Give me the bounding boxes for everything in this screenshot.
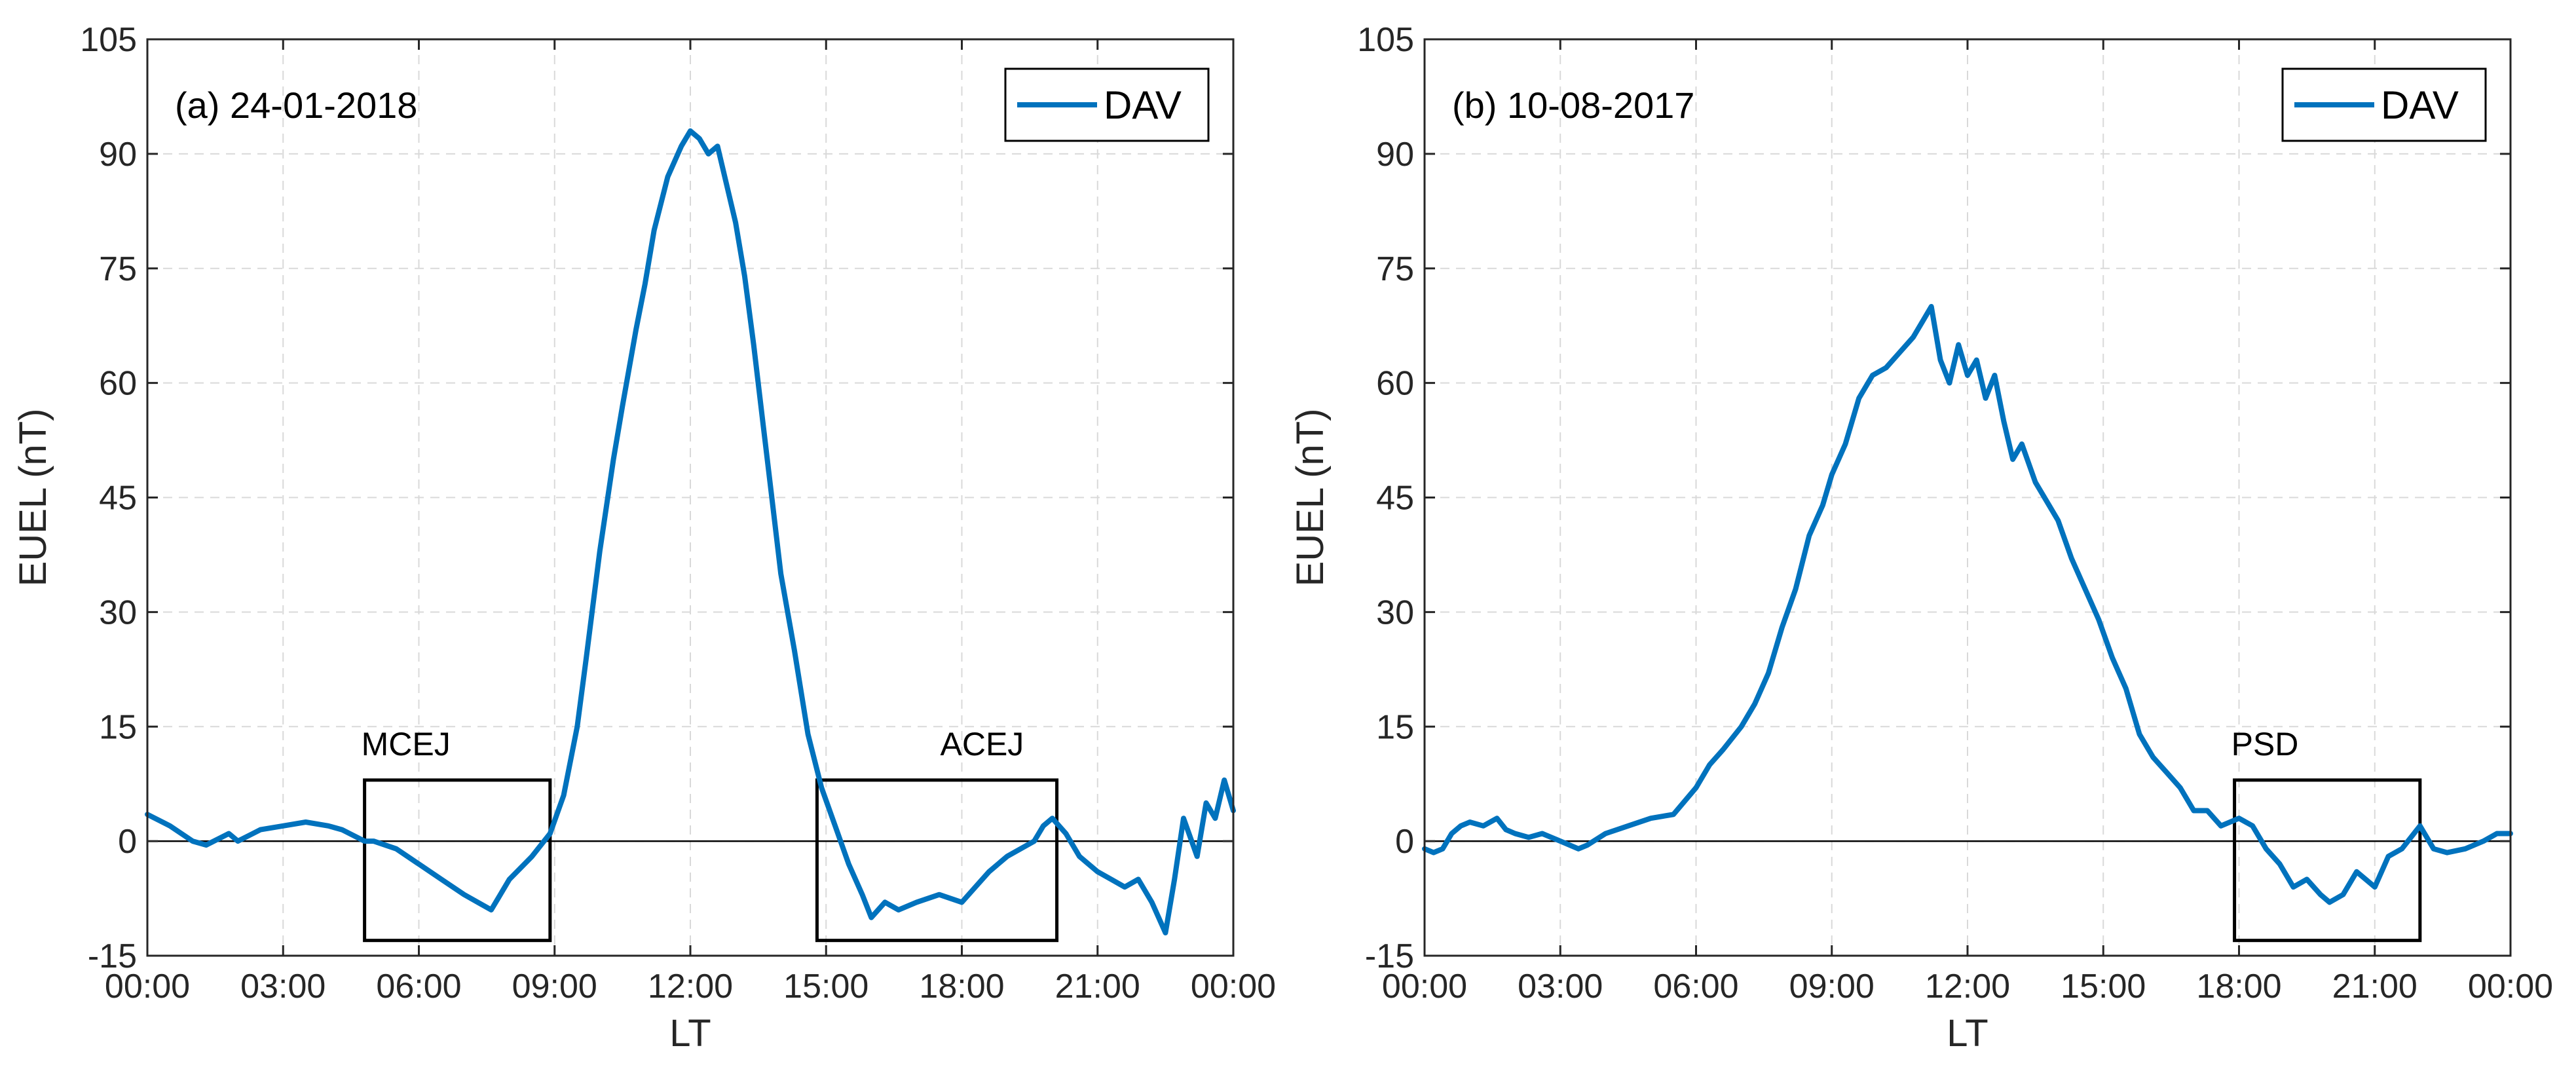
panel-label: (b) 10-08-2017 (1452, 85, 1694, 126)
x-tick-label: 03:00 (1518, 968, 1603, 1005)
annotation-label-mcej: MCEJ (362, 726, 451, 762)
series-line-dav (1422, 304, 2513, 905)
y-tick-label: 0 (118, 823, 137, 861)
x-tick-label: 06:00 (1653, 968, 1738, 1005)
x-tick-label: 15:00 (2061, 968, 2146, 1005)
x-tick-label: 09:00 (1789, 968, 1875, 1005)
x-tick-label: 00:00 (1382, 968, 1467, 1005)
series-line-dav (145, 128, 1236, 935)
axis-ticks: 00:00 03:00 06:00 09:00 12:00 15:00 18:00 21:00… (80, 21, 1276, 1005)
y-tick-label: 15 (1376, 708, 1414, 746)
y-tick-label: 75 (99, 250, 137, 288)
x-axis-title: LT (1947, 1012, 1988, 1055)
chart-panel-b: PSD 00:00 03:00 06:00 09:00 12:00 15:00 18:00 2… (1289, 21, 2553, 1055)
y-axis-title: EUEL (nT) (12, 409, 54, 587)
x-tick-label: 00:00 (1191, 968, 1276, 1005)
y-tick-label: -15 (88, 937, 137, 975)
x-tick-label: 12:00 (648, 968, 733, 1005)
y-tick-label: 90 (99, 136, 137, 174)
x-tick-label: 21:00 (1055, 968, 1140, 1005)
chart-panel-a: MCEJ ACEJ 00:00 03:00 06:00 09:00 12:00 15:00 1… (12, 21, 1276, 1055)
annotation-boxes: PSD (2231, 726, 2422, 943)
x-tick-label: 00:00 (2468, 968, 2553, 1005)
y-tick-label: 30 (99, 593, 137, 631)
y-tick-label: 90 (1376, 136, 1414, 174)
y-tick-label: 0 (1395, 823, 1414, 861)
y-tick-label: 60 (99, 365, 137, 403)
x-axis-title: LT (669, 1012, 711, 1055)
legend-label: DAV (2381, 83, 2459, 127)
annotation-boxes: MCEJ ACEJ (362, 726, 1059, 943)
panel-label: (a) 24-01-2018 (175, 85, 417, 126)
y-tick-label: 45 (1376, 479, 1414, 517)
y-tick-label: 45 (99, 479, 137, 517)
legend-label: DAV (1104, 83, 1182, 127)
legend: DAV (2281, 67, 2487, 142)
y-tick-label: 60 (1376, 365, 1414, 403)
x-tick-label: 06:00 (376, 968, 461, 1005)
y-axis-title: EUEL (nT) (1289, 409, 1332, 587)
y-tick-label: 15 (99, 708, 137, 746)
annotation-box-mcej (363, 778, 552, 943)
annotation-box-acej (815, 778, 1059, 943)
annotation-box-psd (2233, 778, 2422, 943)
y-tick-label: 75 (1376, 250, 1414, 288)
y-tick-label: 105 (80, 21, 137, 59)
x-tick-label: 12:00 (1925, 968, 2010, 1005)
y-tick-label: -15 (1365, 937, 1414, 975)
y-tick-label: 105 (1357, 21, 1414, 59)
axis-ticks: 00:00 03:00 06:00 09:00 12:00 15:00 18:00 21:00… (1357, 21, 2553, 1005)
x-tick-label: 18:00 (919, 968, 1004, 1005)
x-tick-label: 21:00 (2332, 968, 2417, 1005)
x-tick-label: 09:00 (512, 968, 597, 1005)
annotation-label-psd: PSD (2231, 726, 2299, 762)
x-tick-label: 00:00 (105, 968, 190, 1005)
annotation-label-acej: ACEJ (941, 726, 1024, 762)
x-tick-label: 15:00 (783, 968, 868, 1005)
x-tick-label: 18:00 (2196, 968, 2281, 1005)
grid-lines (1425, 39, 2511, 956)
legend: DAV (1004, 67, 1210, 142)
grid-lines (147, 39, 1233, 956)
y-tick-label: 30 (1376, 593, 1414, 631)
x-tick-label: 03:00 (240, 968, 326, 1005)
